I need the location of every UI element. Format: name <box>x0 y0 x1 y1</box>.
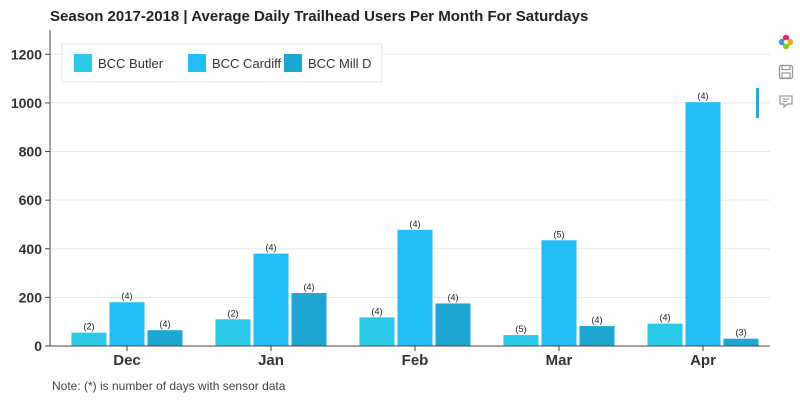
bar-bcc-mill-d-jan[interactable] <box>291 293 327 346</box>
bar-bcc-butler-dec[interactable] <box>71 332 107 346</box>
legend-swatch <box>284 54 302 72</box>
x-tick-label-mar: Mar <box>546 352 573 369</box>
bar-bcc-cardiff-dec[interactable] <box>109 302 145 346</box>
y-tick-label: 800 <box>19 144 43 160</box>
bokeh-logo-icon[interactable] <box>778 34 794 50</box>
data-label: (4) <box>304 282 315 292</box>
bar-bcc-mill-d-feb[interactable] <box>435 303 471 346</box>
data-label: (4) <box>448 292 459 302</box>
legend-label: BCC Mill D <box>308 56 372 71</box>
x-tick-label-apr: Apr <box>690 352 716 369</box>
y-tick-label: 1000 <box>11 95 42 111</box>
bar-bcc-butler-jan[interactable] <box>215 319 251 346</box>
data-label: (4) <box>592 315 603 325</box>
hover-icon[interactable] <box>778 94 794 110</box>
bar-bcc-cardiff-jan[interactable] <box>253 253 289 346</box>
y-tick-label: 200 <box>19 289 43 305</box>
bar-bcc-butler-mar[interactable] <box>503 335 539 346</box>
bars <box>71 102 759 346</box>
data-label: (2) <box>84 322 95 332</box>
bar-bcc-mill-d-dec[interactable] <box>147 330 183 346</box>
bar-bcc-cardiff-feb[interactable] <box>397 229 433 346</box>
legend-swatch <box>188 54 206 72</box>
legend-label: BCC Cardiff <box>212 56 282 71</box>
x-tick-label-feb: Feb <box>402 352 429 369</box>
legend-label: BCC Butler <box>98 56 164 71</box>
bar-bcc-butler-apr[interactable] <box>647 323 683 346</box>
axes: 0 200 400 600 800 1000 1200 Dec Jan Feb Mar Apr <box>11 30 770 369</box>
data-label: (4) <box>372 306 383 316</box>
y-tick-label: 600 <box>19 192 43 208</box>
x-tick-label-dec: Dec <box>113 352 141 369</box>
data-label: (4) <box>266 243 277 253</box>
legend: BCC Butler BCC Cardiff BCC Mill D <box>61 43 383 83</box>
bar-bcc-mill-d-mar[interactable] <box>579 326 615 346</box>
bar-bcc-cardiff-apr[interactable] <box>685 102 721 346</box>
bar-bcc-mill-d-apr[interactable] <box>723 338 759 346</box>
bar-bcc-butler-feb[interactable] <box>359 317 395 346</box>
y-tick-label: 0 <box>34 338 42 354</box>
data-label: (5) <box>516 324 527 334</box>
data-label: (4) <box>698 91 709 101</box>
data-label: (3) <box>736 328 747 338</box>
x-tick-label-jan: Jan <box>258 352 284 369</box>
data-labels: (2) (4) (4) (2) (4) (4) (4) (4) (4) (5) (5) (4) (4) (… <box>84 91 747 338</box>
data-label: (4) <box>160 319 171 329</box>
data-label: (4) <box>410 219 421 229</box>
chart-title: Season 2017-2018 | Average Daily Trailhe… <box>50 8 589 25</box>
save-icon[interactable] <box>778 64 794 80</box>
data-label: (4) <box>660 313 671 323</box>
data-label: (5) <box>554 229 565 239</box>
data-label: (4) <box>122 291 133 301</box>
legend-box <box>61 43 383 83</box>
bar-bcc-cardiff-mar[interactable] <box>541 240 577 346</box>
legend-swatch <box>74 54 92 72</box>
data-label: (2) <box>228 308 239 318</box>
active-tool-indicator <box>756 88 759 118</box>
chart-footnote: Note: (*) is number of days with sensor … <box>52 379 286 393</box>
chart-toolbar <box>756 30 800 350</box>
y-tick-label: 400 <box>19 241 43 257</box>
y-tick-label: 1200 <box>11 46 42 62</box>
